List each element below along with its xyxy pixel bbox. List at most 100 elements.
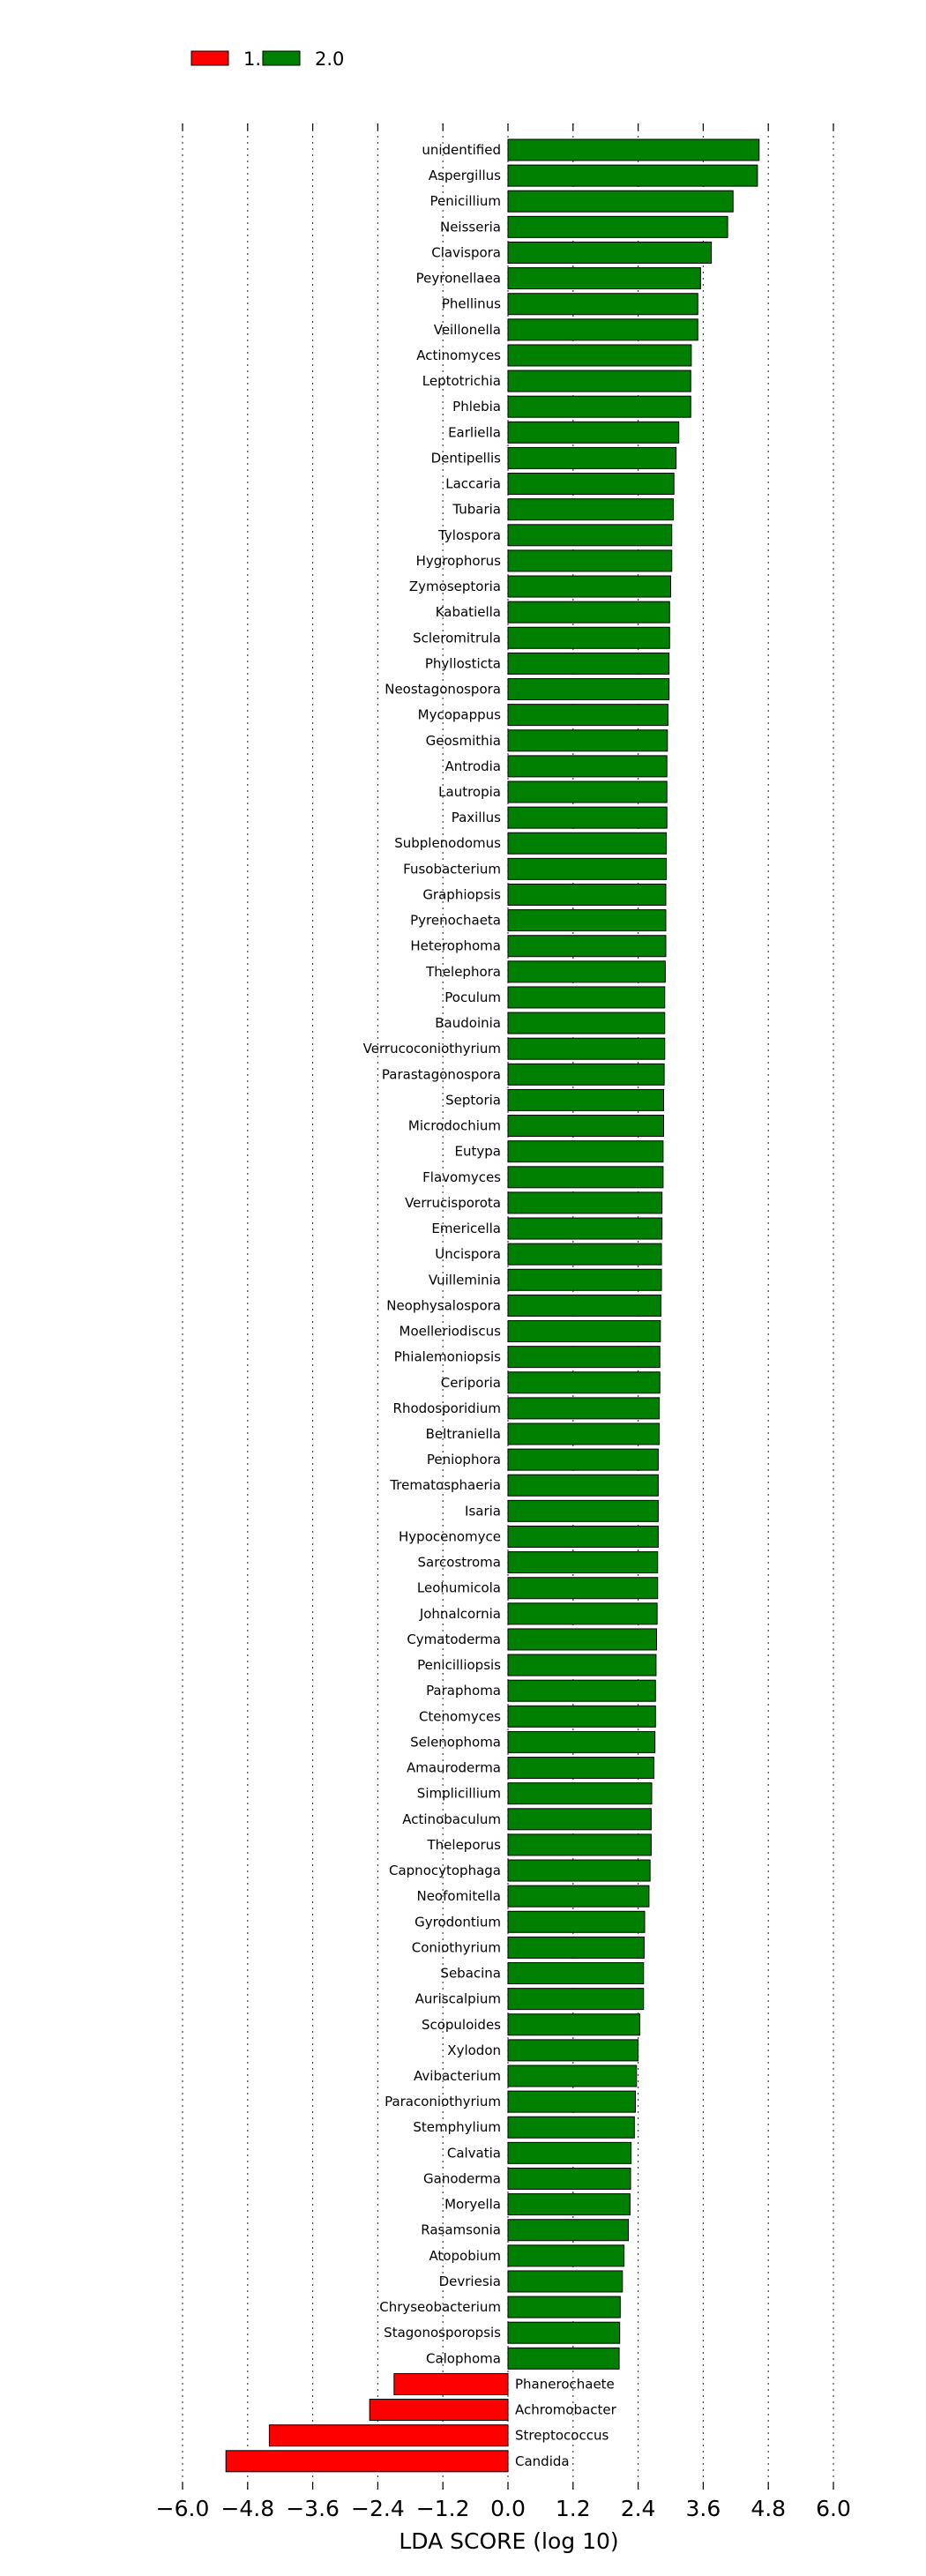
category-label: Microdochium [408, 1118, 501, 1134]
bar-verrucoconiothyrium [507, 1037, 666, 1060]
bar-poculum [507, 986, 666, 1009]
bar-aspergillus [507, 164, 758, 187]
legend-swatch-1.0 [190, 50, 229, 66]
category-label: Lautropia [438, 784, 501, 800]
category-label: Chryseobacterium [379, 2299, 501, 2315]
category-label: Simplicillium [417, 1786, 501, 1802]
category-label: Neofomitella [416, 1888, 501, 1904]
bar-antrodia [507, 755, 668, 778]
category-label: Beltraniella [426, 1426, 501, 1442]
category-label: Peyronellaea [416, 271, 501, 287]
category-label: Dentipellis [431, 450, 502, 466]
bar-beltraniella [507, 1422, 661, 1445]
bar-isaria [507, 1499, 659, 1522]
category-label: Penicilliopsis [417, 1657, 501, 1673]
x-tick-label: −3.6 [286, 2496, 340, 2521]
bar-zymoseptoria [507, 575, 671, 598]
bar-tylospora [507, 524, 673, 547]
legend-label-2.0: 2.0 [315, 49, 344, 70]
category-label: Leptotrichia [422, 373, 501, 389]
bar-atopobium [507, 2244, 625, 2267]
category-label: Earliella [448, 424, 501, 440]
category-label: Eutypa [455, 1144, 501, 1160]
bar-devriesia [507, 2270, 624, 2293]
bar-hygrophorus [507, 549, 673, 572]
bar-laccaria [507, 473, 675, 496]
category-label: Johnalcornia [419, 1606, 501, 1622]
category-label: Verrucisporota [405, 1195, 501, 1211]
category-label: Xylodon [447, 2042, 501, 2058]
category-label: Neisseria [440, 219, 501, 235]
x-tick-label: 3.6 [686, 2496, 721, 2521]
category-label: Atopobium [429, 2248, 501, 2264]
category-label: Leohumicola [417, 1580, 501, 1596]
bar-gyrodontium [507, 1910, 646, 1933]
bar-sebacina [507, 1962, 645, 1985]
category-label: Paraphoma [426, 1683, 501, 1699]
bar-selenophoma [507, 1730, 656, 1753]
category-label: Gyrodontium [414, 1914, 501, 1930]
category-label: Antrodia [444, 758, 501, 774]
category-label: Emericella [431, 1221, 501, 1236]
bar-uncispora [507, 1243, 662, 1266]
bar-cymatoderma [507, 1628, 658, 1651]
category-label: Geosmithia [426, 733, 501, 749]
x-tick-label: −1.2 [416, 2496, 470, 2521]
bar-sarcostroma [507, 1551, 659, 1574]
category-label: Capnocytophaga [389, 1863, 501, 1878]
category-label: Vuilleminia [429, 1272, 501, 1288]
bar-calophoma [507, 2347, 620, 2370]
bar-dentipellis [507, 446, 677, 469]
category-label: Tubaria [452, 502, 501, 518]
category-label: Neostagonospora [385, 682, 501, 698]
bar-fusobacterium [507, 857, 668, 880]
bar-phlebia [507, 395, 691, 418]
bar-neophysalospora [507, 1294, 661, 1317]
bar-capnocytophaga [507, 1859, 651, 1882]
bar-peniophora [507, 1448, 659, 1471]
category-label: Mycopappus [418, 707, 502, 723]
category-label: Veillonella [434, 322, 501, 338]
bar-baudoinia [507, 1012, 666, 1034]
bar-ceriporia [507, 1371, 661, 1394]
category-label: Zymoseptoria [409, 579, 501, 594]
bar-earliella [507, 421, 680, 444]
bar-achromobacter [369, 2399, 509, 2422]
category-label: Stemphylium [413, 2119, 501, 2135]
category-label: Parastagonospora [382, 1066, 501, 1082]
bar-emericella [507, 1217, 663, 1240]
category-labels: unidentified Aspergillus Penicillium Neisse… [363, 142, 617, 2469]
bar-peyronellaea [507, 267, 701, 290]
bar-moryella [507, 2193, 631, 2216]
category-label: Phlebia [452, 399, 501, 414]
x-tick-label: −6.0 [156, 2496, 210, 2521]
category-label: Actinobaculum [402, 1811, 501, 1827]
bar-kabatiella [507, 601, 670, 623]
bar-candida [225, 2450, 509, 2473]
bar-chryseobacterium [507, 2296, 621, 2318]
category-label: Laccaria [445, 476, 501, 492]
bar-actinobaculum [507, 1808, 652, 1831]
bar-trematosphaeria [507, 1474, 659, 1497]
category-label: Achromobacter [515, 2402, 617, 2418]
category-label: Poculum [444, 989, 501, 1005]
bar-penicillium [507, 190, 734, 213]
category-label: Isaria [465, 1503, 501, 1519]
bar-theleporus [507, 1833, 652, 1856]
x-tick-label: −2.4 [351, 2496, 405, 2521]
bars [225, 138, 760, 2473]
x-tick-label: −4.8 [220, 2496, 274, 2521]
bar-ctenomyces [507, 1705, 656, 1728]
bar-septoria [507, 1088, 665, 1111]
category-label: Stagonosporopsis [384, 2325, 501, 2341]
bar-phellinus [507, 293, 698, 316]
bar-simplicillium [507, 1782, 653, 1805]
bar-coniothyrium [507, 1936, 645, 1959]
category-label: Cymatoderma [407, 1631, 501, 1647]
category-label: Sebacina [440, 1966, 501, 1982]
x-axis-label: LDA SCORE (log 10) [399, 2528, 618, 2554]
bar-stemphylium [507, 2116, 635, 2139]
x-tick-label: 1.2 [556, 2496, 591, 2521]
bar-phyllosticta [507, 652, 670, 675]
